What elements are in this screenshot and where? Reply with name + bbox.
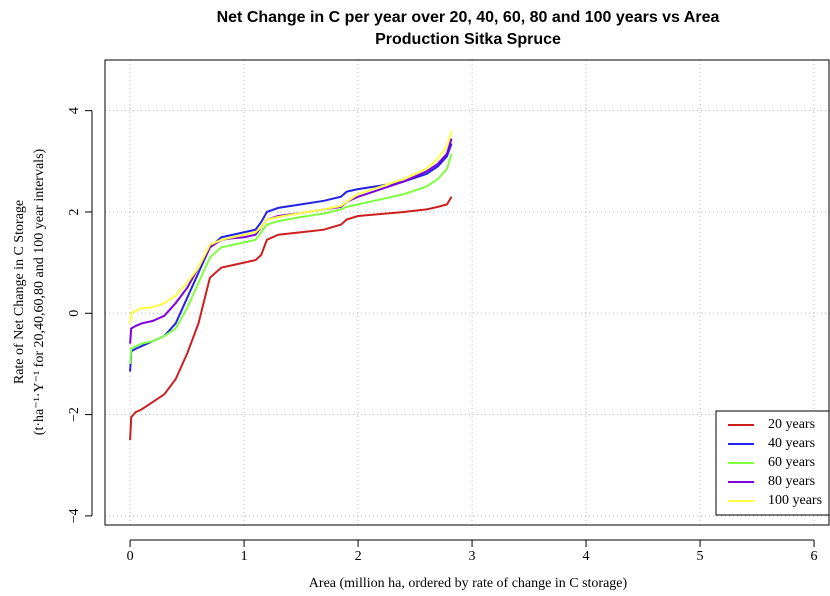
legend-label: 80 years [768, 474, 815, 489]
legend-label: 100 years [768, 493, 822, 508]
y-axis-label: (t·ha⁻¹·Y⁻¹ for 20,40,60,80 and 100 year… [32, 148, 47, 435]
chart-title: Production Sitka Spruce [375, 31, 561, 48]
line [129, 153, 453, 364]
x-tick-label: 3 [469, 549, 476, 564]
line [129, 143, 453, 372]
line [129, 138, 453, 344]
y-tick-label: −4 [67, 508, 82, 523]
x-axis-label: Area (million ha, ordered by rate of cha… [309, 576, 628, 591]
x-tick-label: 4 [583, 549, 590, 564]
y-tick-label: −2 [67, 407, 82, 422]
line [129, 196, 453, 440]
line [129, 130, 453, 324]
legend-label: 40 years [768, 436, 815, 451]
chart-title: Net Change in C per year over 20, 40, 60… [217, 9, 720, 26]
legend-label: 20 years [768, 417, 815, 432]
x-tick-label: 0 [127, 549, 134, 564]
legend-label: 60 years [768, 455, 815, 470]
x-tick-label: 6 [811, 549, 818, 564]
y-tick-label: 4 [67, 107, 82, 114]
y-axis-label: Rate of Net Change in C Storage [12, 200, 27, 384]
y-tick-label: 2 [67, 208, 82, 215]
x-tick-label: 2 [355, 549, 362, 564]
y-tick-label: 0 [67, 310, 82, 317]
x-tick-label: 1 [241, 549, 248, 564]
plot-frame [104, 59, 830, 526]
x-tick-label: 5 [697, 549, 704, 564]
